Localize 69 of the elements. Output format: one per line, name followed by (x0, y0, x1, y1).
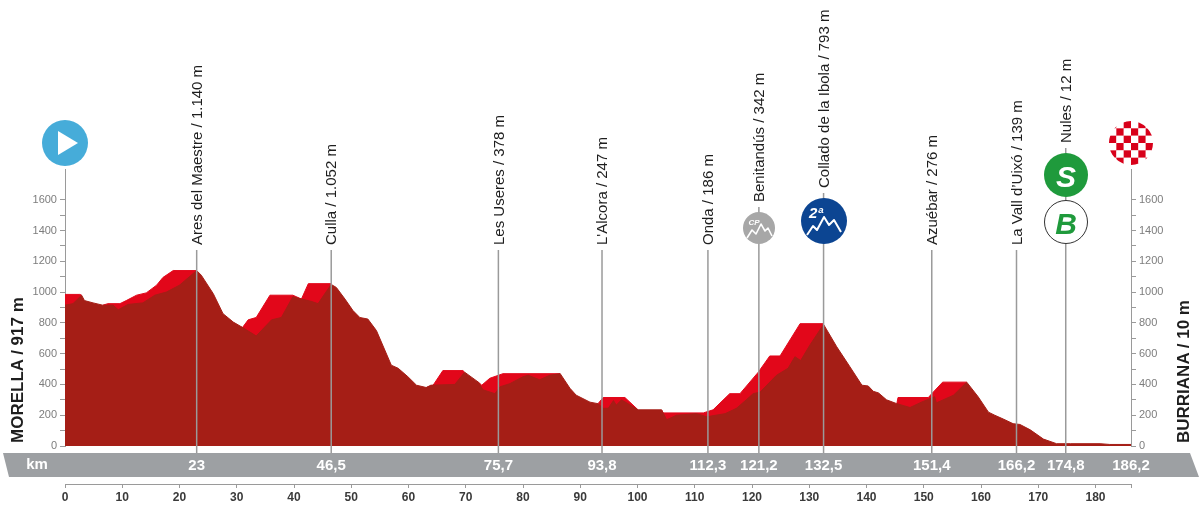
x-tick-label: 90 (573, 489, 588, 504)
x2-tick-label: 186,2 (1112, 456, 1150, 474)
x2-tick-label: 23 (188, 456, 206, 474)
y2-tick-label: 0 (1139, 439, 1146, 452)
x2-tick-label: 75,7 (483, 456, 513, 474)
y-tick-label: 0 (50, 439, 57, 452)
x2-tick-label: 46,5 (316, 456, 346, 474)
y-tick-label: 600 (38, 346, 57, 359)
y2-tick-label: 400 (1139, 377, 1158, 390)
x2-tick-label: 132,5 (804, 456, 843, 474)
ref-line-label: L'Alcora / 247 m (593, 137, 611, 245)
x-tick-label: 140 (856, 489, 877, 504)
x2-tick-label: 93,8 (587, 456, 617, 474)
y2-tick-label: 800 (1139, 315, 1158, 328)
ref-line-label: Les Useres / 378 m (489, 114, 507, 245)
ref-line-label: Culla / 1.052 m (322, 144, 340, 245)
annotation: 2ª (807, 203, 823, 221)
x-tick-label: 40 (287, 489, 301, 504)
y2-tick-label: 200 (1139, 408, 1158, 421)
y-tick-label: 200 (38, 408, 57, 421)
y-tick-label: 1000 (32, 285, 57, 298)
x-tick-label: 130 (799, 489, 820, 504)
x-tick-label: 170 (1028, 489, 1049, 504)
letter-b-icon: B (1043, 200, 1088, 244)
x-tick-label: 120 (741, 489, 763, 504)
x-tick-label: 180 (1085, 489, 1106, 504)
ref-line-label: Benitandús / 342 m (750, 72, 768, 202)
y-tick-label: 1600 (32, 192, 57, 205)
annotation: B (1054, 206, 1077, 240)
y-tick-label: 800 (38, 315, 57, 328)
y2-axis-title: BURRIANA / 10 m (1173, 300, 1193, 443)
letter-s-icon: S (1043, 153, 1088, 197)
y2-tick-label: 1200 (1139, 254, 1164, 267)
x2-tick-label: 112,3 (689, 456, 727, 474)
x-tick-label: 80 (516, 489, 530, 504)
x-tick-label: 10 (115, 489, 130, 504)
x-tick-label: 110 (685, 489, 705, 504)
x-tick-label: 160 (970, 489, 992, 504)
x-tick-label: 20 (172, 489, 187, 504)
ref-line-label: La Vall d’Uixó / 139 m (1007, 100, 1025, 245)
x-tick-label: 30 (230, 489, 244, 504)
ref-line-label: Ares del Maestre / 1.140 m (187, 64, 205, 245)
x-tick-label: 150 (913, 489, 935, 504)
mountain-icon: CP (742, 212, 775, 244)
ref-line-label: Onda / 186 m (699, 154, 717, 245)
x-tick-label: 100 (627, 489, 648, 504)
x2-tick-label: 166,2 (997, 456, 1036, 474)
y2-tick-label: 600 (1139, 346, 1158, 359)
x2-axis-title: km (26, 455, 48, 473)
mountain-icon: 2ª (800, 198, 847, 244)
y-axis-title: MORELLA / 917 m (7, 297, 27, 443)
ref-line-label: Azuébar / 276 m (922, 134, 940, 245)
y2-tick-label: 1000 (1139, 285, 1164, 298)
y2-tick-label: 1600 (1139, 192, 1164, 205)
ref-line-label: Collado de la Ibola / 793 m (814, 9, 832, 188)
x2-tick-label: 151,4 (913, 456, 952, 474)
annotation: S (1055, 159, 1076, 193)
y2-tick-label: 1400 (1139, 223, 1164, 236)
x-tick-label: 70 (459, 489, 473, 504)
y-tick-label: 400 (38, 377, 57, 390)
x-tick-label: 60 (401, 489, 416, 504)
x2-tick-label: 121,2 (740, 456, 778, 474)
ref-line-label: Nules / 12 m (1056, 58, 1074, 143)
x-tick-label: 0 (61, 489, 69, 504)
x2-tick-label: 174,8 (1046, 456, 1085, 474)
y-tick-label: 1400 (32, 223, 57, 236)
annotation: CP (748, 217, 761, 227)
x-tick-label: 50 (344, 489, 359, 504)
y-tick-label: 1200 (32, 254, 57, 267)
